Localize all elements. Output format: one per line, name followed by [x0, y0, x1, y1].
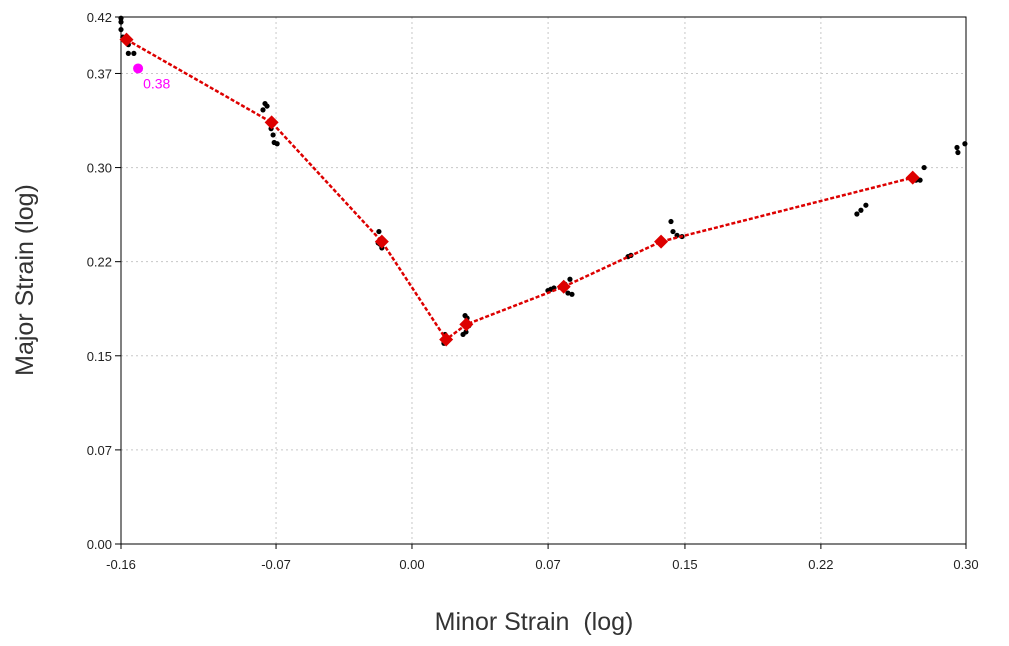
data-point	[921, 164, 927, 171]
data-points	[118, 15, 968, 346]
highlight: 0.38	[133, 63, 171, 91]
y-tick-label: 0.07	[87, 443, 112, 458]
data-point	[670, 228, 676, 235]
curve-marker	[654, 234, 669, 249]
y-tick-label: 0.30	[87, 161, 112, 176]
curve-marker	[556, 279, 571, 294]
curve-marker	[119, 32, 134, 47]
data-point	[954, 144, 960, 151]
data-point	[125, 50, 131, 56]
data-point	[118, 26, 124, 33]
data-point	[567, 276, 573, 282]
y-tick-label: 0.42	[87, 10, 112, 25]
x-tick-label: -0.07	[261, 557, 291, 572]
data-point	[565, 290, 571, 296]
data-point	[118, 19, 124, 25]
x-axis-title: Minor Strain (log)	[435, 608, 634, 636]
x-tick-label: 0.22	[808, 557, 833, 572]
curve-marker	[374, 234, 389, 249]
y-tick-label: 0.22	[87, 255, 112, 270]
x-tick-label: 0.30	[953, 557, 978, 572]
x-tick-label: 0.00	[399, 557, 424, 572]
y-axis: 0.00 0.07 0.15 0.22 0.30 0.37 0.42	[87, 10, 121, 552]
x-tick-label: -0.16	[106, 557, 136, 572]
y-axis-title: Major Strain (log)	[11, 184, 39, 376]
data-point	[858, 207, 864, 213]
x-tick-label: 0.07	[535, 557, 560, 572]
data-point	[962, 141, 968, 147]
y-tick-label: 0.00	[87, 537, 112, 552]
data-point	[917, 177, 923, 183]
data-point	[863, 202, 869, 208]
highlight-point	[133, 63, 144, 74]
data-point	[569, 291, 575, 297]
highlight-label: 0.38	[143, 75, 170, 91]
curve-marker	[264, 115, 279, 130]
limit-curve	[119, 32, 920, 347]
y-tick-label: 0.37	[87, 66, 112, 81]
data-point	[131, 50, 137, 56]
x-tick-label: 0.15	[672, 557, 697, 572]
data-point	[264, 103, 270, 109]
data-point	[270, 132, 276, 138]
curve-marker	[459, 317, 474, 332]
grid-lines	[121, 17, 966, 544]
data-point	[854, 211, 860, 217]
curve-marker	[439, 332, 454, 347]
data-point	[274, 141, 280, 147]
data-point	[376, 228, 382, 235]
y-tick-label: 0.15	[87, 349, 112, 364]
data-point	[260, 107, 266, 113]
data-point	[955, 149, 961, 156]
x-axis: -0.16 -0.07 0.00 0.07 0.15 0.22 0.30	[106, 544, 979, 572]
data-point	[668, 218, 674, 225]
plot-frame	[120, 16, 967, 545]
curve-marker	[905, 170, 920, 185]
data-point	[118, 15, 124, 21]
curve-line	[125, 38, 914, 342]
data-point	[463, 329, 469, 335]
